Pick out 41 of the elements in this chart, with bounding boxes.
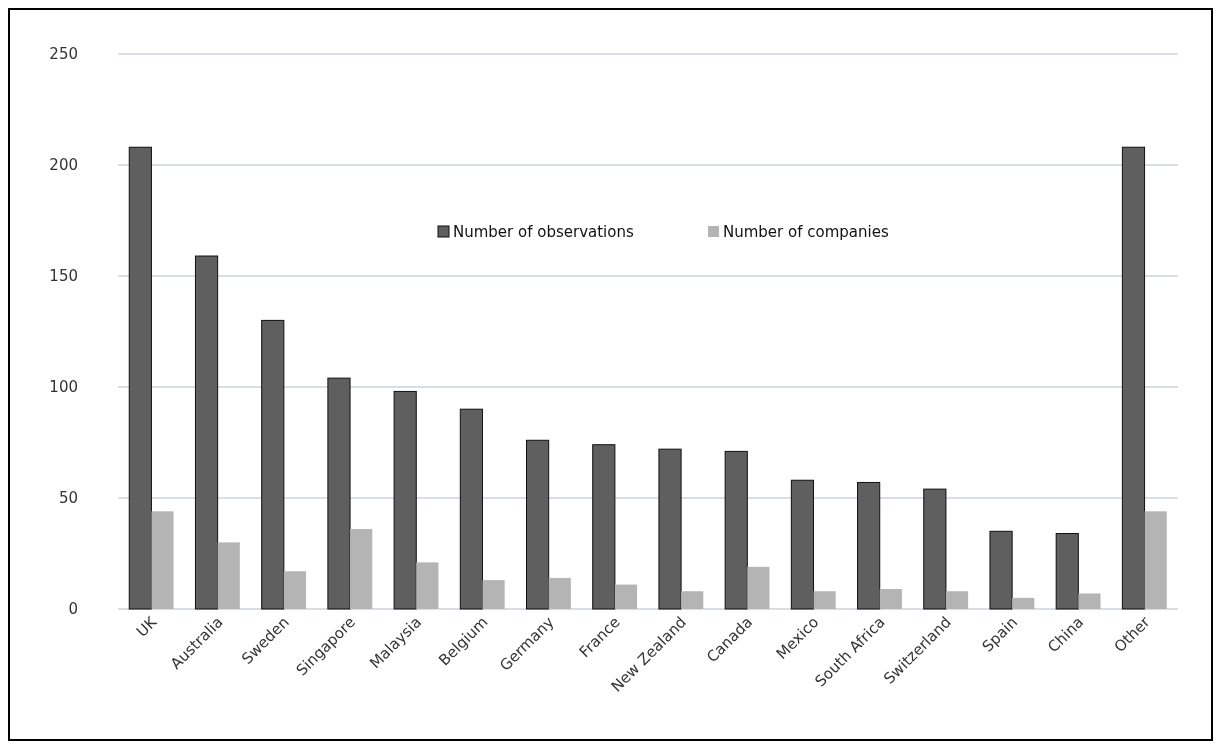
bar xyxy=(1012,597,1035,609)
y-tick-label: 50 xyxy=(58,489,78,508)
bar xyxy=(350,529,373,609)
bar xyxy=(681,591,704,609)
y-tick-label: 100 xyxy=(49,378,78,397)
bar xyxy=(1055,533,1079,610)
bar xyxy=(747,566,770,609)
x-tick-label: UK xyxy=(132,612,162,641)
bar xyxy=(658,448,682,610)
legend-label: Number of companies xyxy=(723,223,889,242)
bar xyxy=(1078,593,1101,609)
y-tick-label: 200 xyxy=(49,156,78,175)
bar xyxy=(857,481,881,610)
y-tick-label: 150 xyxy=(49,267,78,286)
bar xyxy=(393,390,417,610)
bar xyxy=(790,479,815,610)
bar xyxy=(989,530,1013,610)
bar xyxy=(879,589,902,609)
y-tick-label: 0 xyxy=(68,600,78,619)
bar xyxy=(217,542,240,609)
bar xyxy=(327,377,351,610)
bar xyxy=(128,146,152,610)
y-tick-label: 250 xyxy=(49,45,78,64)
bar xyxy=(548,577,571,609)
legend-label: Number of observations xyxy=(453,223,634,242)
bar xyxy=(261,319,285,610)
bar xyxy=(1121,146,1146,610)
bar xyxy=(923,488,947,610)
bar xyxy=(945,591,969,609)
bar xyxy=(526,439,550,610)
bar xyxy=(416,562,439,609)
bar xyxy=(614,584,638,609)
bar xyxy=(283,571,307,609)
bar xyxy=(459,408,483,610)
bar xyxy=(813,591,836,609)
bar xyxy=(151,511,174,609)
bar xyxy=(1144,511,1167,609)
bar xyxy=(194,255,219,610)
bar xyxy=(724,450,748,610)
bar xyxy=(482,580,505,609)
bar xyxy=(592,444,616,610)
